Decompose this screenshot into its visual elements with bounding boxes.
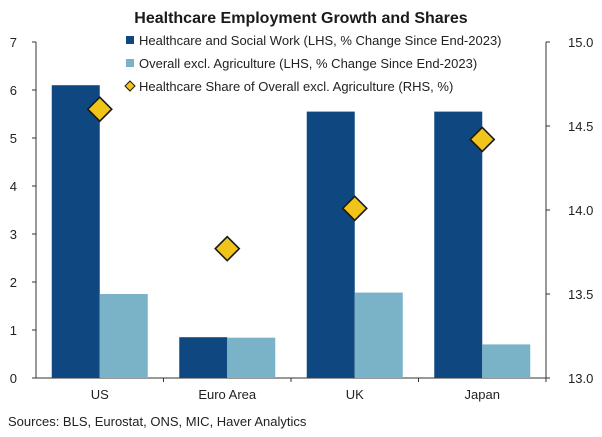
x-tick-label: US (91, 387, 109, 402)
legend-swatch (124, 80, 136, 92)
markers (86, 96, 496, 262)
right-tick-label: 15.0 (568, 35, 593, 50)
left-tick-label: 4 (10, 179, 17, 194)
bar (179, 337, 228, 378)
x-tick-label: UK (346, 387, 364, 402)
left-tick-label: 3 (10, 227, 17, 242)
legend-swatch (126, 59, 134, 67)
legend-swatch (126, 36, 134, 44)
right-tick-label: 14.5 (568, 119, 593, 134)
left-tick-label: 5 (10, 131, 17, 146)
source-note: Sources: BLS, Eurostat, ONS, MIC, Haver … (8, 414, 307, 429)
right-tick-label: 13.0 (568, 371, 593, 386)
x-tick-label: Euro Area (198, 387, 257, 402)
bar (482, 344, 531, 378)
bar (354, 292, 403, 378)
bar (306, 111, 355, 378)
right-tick-label: 14.0 (568, 203, 593, 218)
left-tick-label: 2 (10, 275, 17, 290)
legend-label: Healthcare Share of Overall excl. Agricu… (139, 79, 453, 94)
left-tick-label: 0 (10, 371, 17, 386)
right-tick-label: 13.5 (568, 287, 593, 302)
diamond-marker (469, 126, 496, 153)
legend: Healthcare and Social Work (LHS, % Chang… (124, 33, 502, 94)
bar (227, 337, 276, 378)
bars (51, 85, 531, 378)
left-tick-label: 6 (10, 83, 17, 98)
x-tick-label: Japan (465, 387, 500, 402)
left-tick-label: 7 (10, 35, 17, 50)
left-tick-label: 1 (10, 323, 17, 338)
diamond-marker (86, 96, 113, 123)
bar (51, 85, 100, 378)
bar (99, 294, 148, 378)
legend-label: Overall excl. Agriculture (LHS, % Change… (139, 56, 477, 71)
bar (434, 111, 483, 378)
chart-title: Healthcare Employment Growth and Shares (134, 10, 468, 27)
diamond-marker (341, 195, 368, 222)
diamond-marker (214, 235, 241, 262)
legend-label: Healthcare and Social Work (LHS, % Chang… (139, 33, 502, 48)
